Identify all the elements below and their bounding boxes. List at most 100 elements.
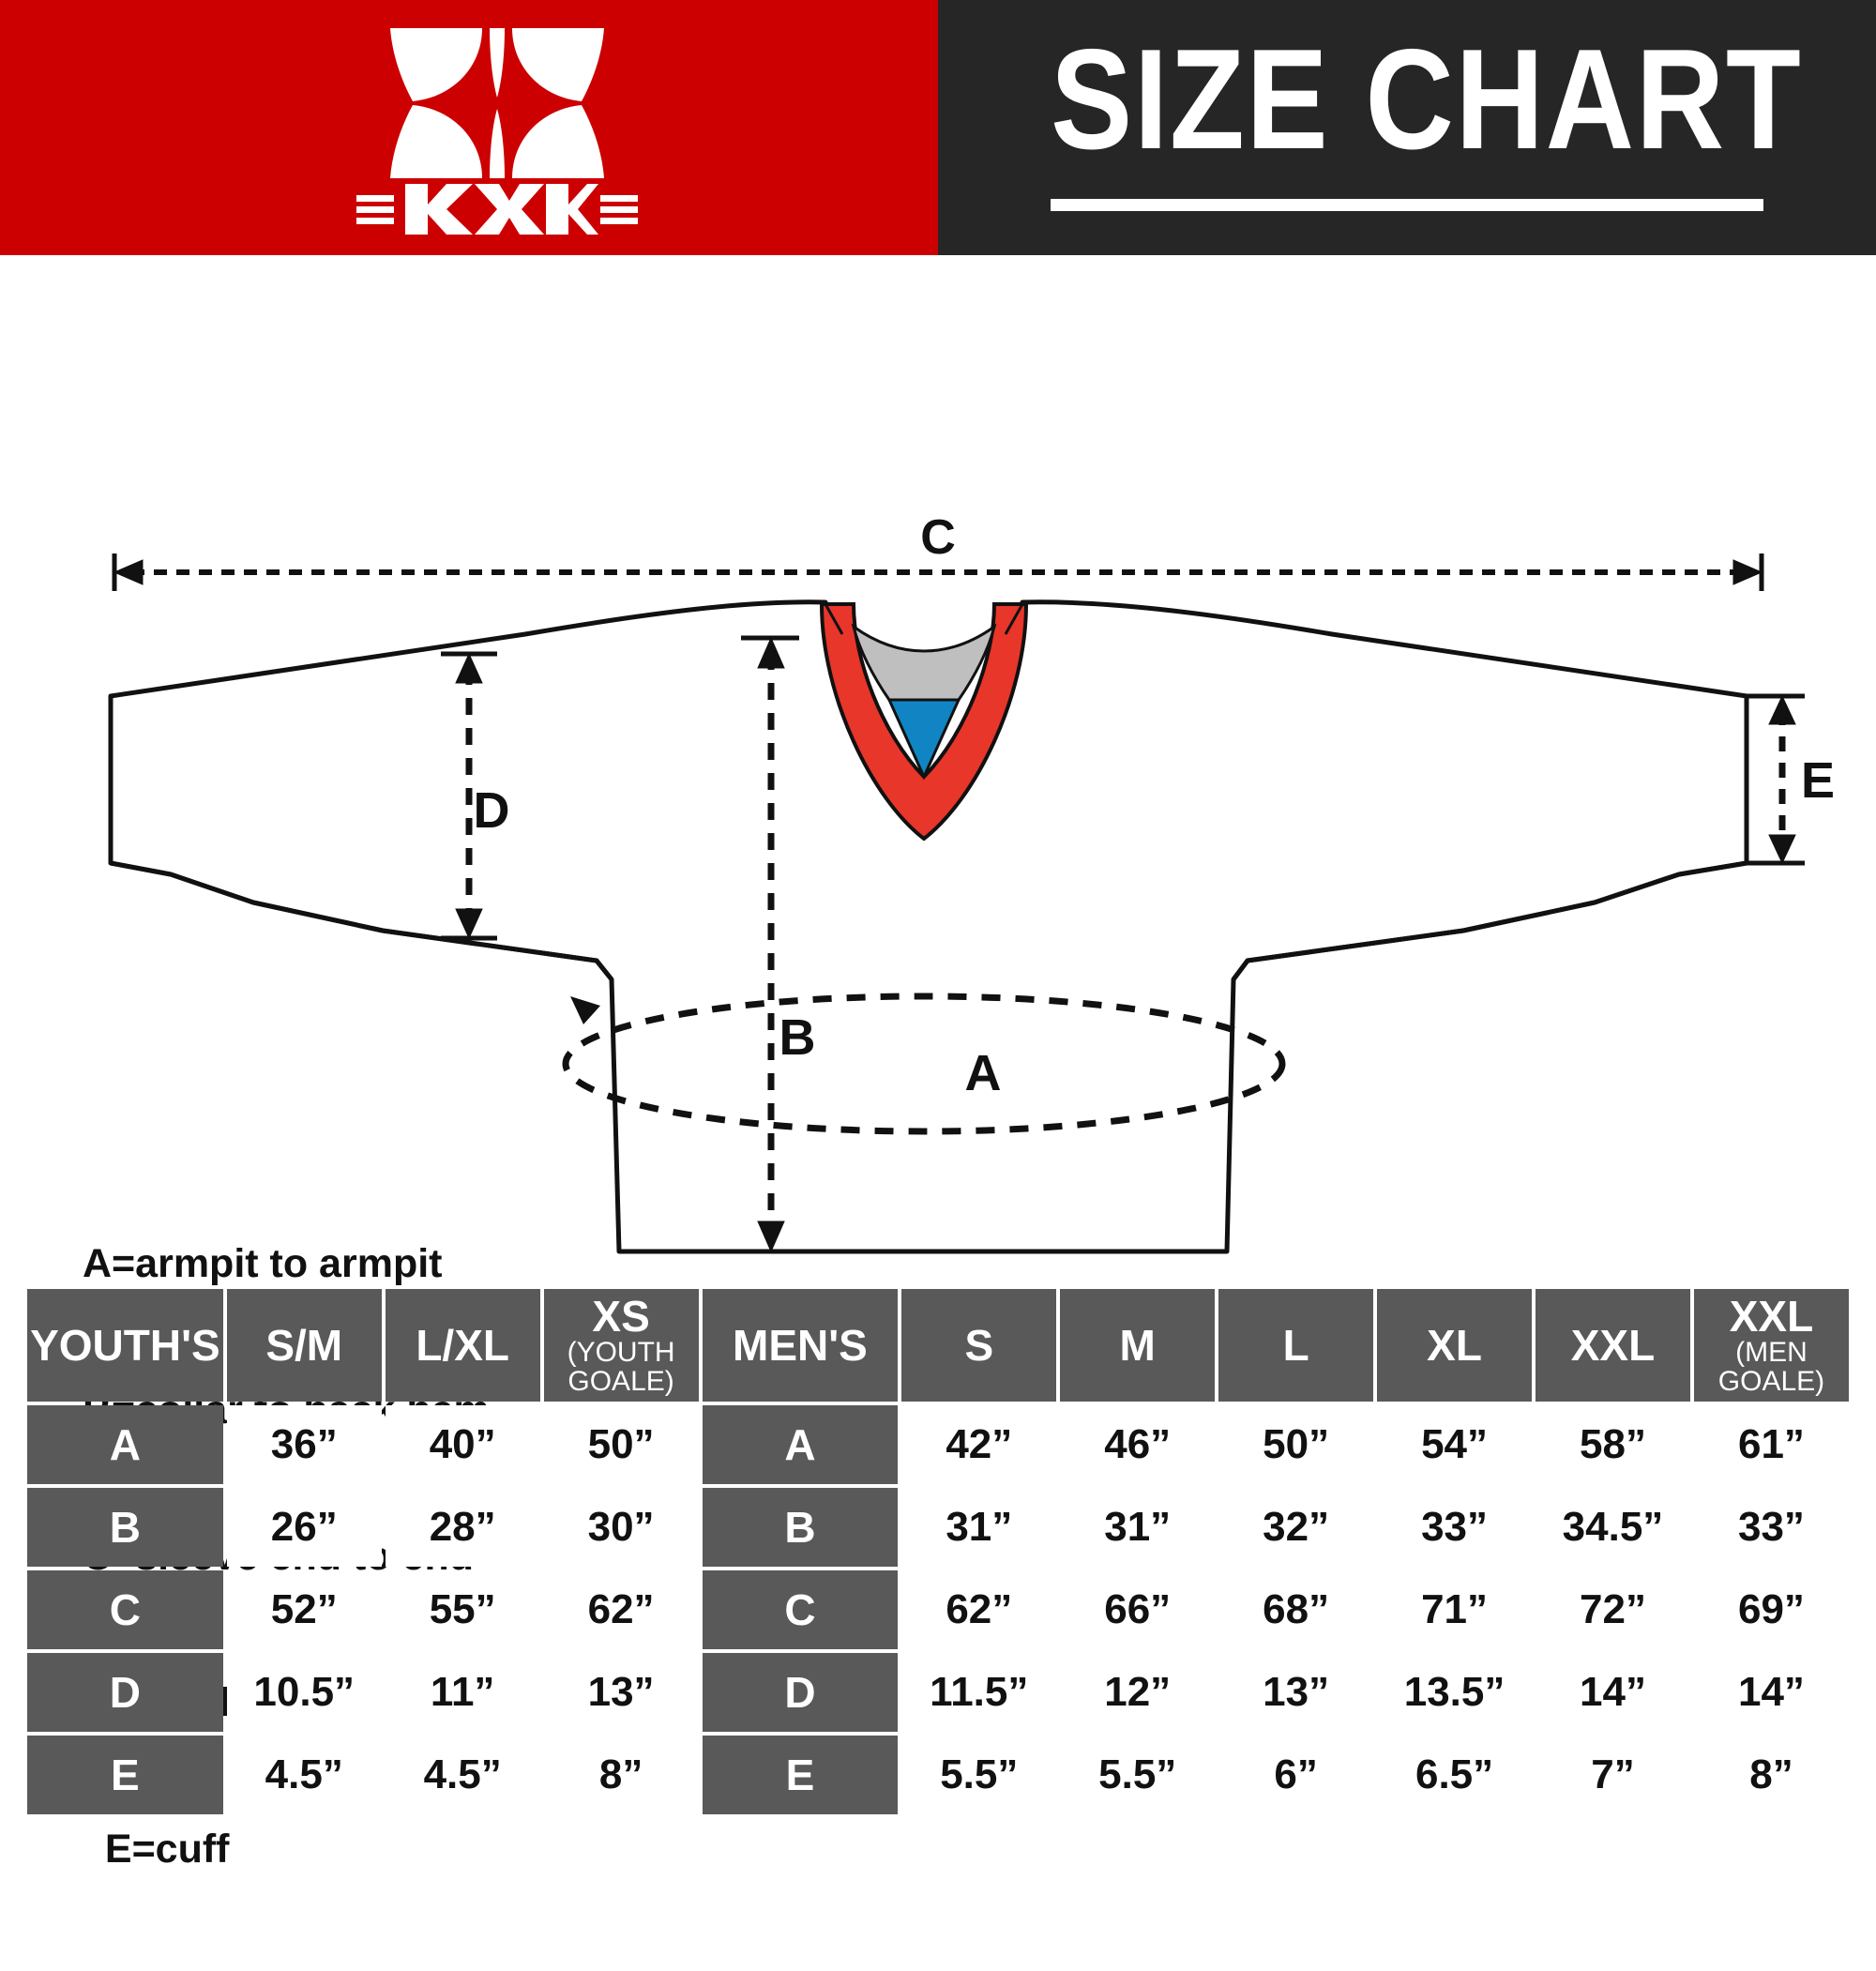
collar-seam-left [824, 603, 844, 635]
cell-mens-d-xxlg: 14” [1693, 1653, 1849, 1732]
brand-panel [0, 0, 938, 255]
header-youth-lxl: L/XL [385, 1289, 540, 1402]
page-header: SIZE CHART [0, 0, 1876, 255]
cell-mens-a-s: 42” [901, 1405, 1057, 1484]
legend-line-a: A=armpit to armpit [83, 1241, 443, 1286]
cell-youth-d-xs: 13” [543, 1653, 699, 1732]
header-youth-xs-sub: (YOUTH GOALE) [567, 1336, 675, 1397]
table-row: B 26” 28” 30” B 31” 31” 32” 33” 34.5” 33… [27, 1488, 1849, 1567]
cell-mens-d-xl: 13.5” [1377, 1653, 1533, 1732]
row-label-mens-b: B [702, 1488, 899, 1567]
cell-youth-b-sm: 26” [226, 1488, 382, 1567]
dimension-b [741, 635, 799, 1254]
row-label-mens-c: C [702, 1570, 899, 1649]
cell-youth-a-lxl: 40” [385, 1405, 540, 1484]
cell-mens-c-s: 62” [901, 1570, 1057, 1649]
cell-mens-a-l: 50” [1218, 1405, 1374, 1484]
cell-youth-a-xs: 50” [543, 1405, 699, 1484]
cell-youth-d-sm: 10.5” [226, 1653, 382, 1732]
kxk-emblem-icon [390, 28, 604, 178]
size-table: YOUTH'S S/M L/XL XS (YOUTH GOALE) MEN'S … [23, 1285, 1853, 1818]
dimension-a-label: A [965, 1045, 1002, 1101]
jersey-sleeve-left-seam [110, 860, 613, 981]
row-label-mens-a: A [702, 1405, 899, 1484]
cell-youth-c-lxl: 55” [385, 1570, 540, 1649]
header-youth-group: YOUTH'S [27, 1289, 223, 1402]
cell-mens-a-xl: 54” [1377, 1405, 1533, 1484]
dimension-a-ellipse [562, 993, 1286, 1135]
row-label-youth-b: B [27, 1488, 223, 1567]
cell-mens-e-s: 5.5” [901, 1736, 1057, 1814]
cell-mens-a-xxl: 58” [1536, 1405, 1690, 1484]
dimension-c-label: C [920, 510, 956, 565]
cell-mens-c-xl: 71” [1377, 1570, 1533, 1649]
header-mens-m: M [1060, 1289, 1216, 1402]
cell-mens-d-s: 11.5” [901, 1653, 1057, 1732]
cell-mens-b-xl: 33” [1377, 1488, 1533, 1567]
cell-youth-d-lxl: 11” [385, 1653, 540, 1732]
cell-youth-b-xs: 30” [543, 1488, 699, 1567]
row-label-youth-a: A [27, 1405, 223, 1484]
dimension-a-arrowhead [570, 996, 600, 1024]
cell-youth-e-sm: 4.5” [226, 1736, 382, 1814]
header-mens-s: S [901, 1289, 1057, 1402]
cell-mens-b-m: 31” [1060, 1488, 1216, 1567]
cell-youth-e-lxl: 4.5” [385, 1736, 540, 1814]
page-title: SIZE CHART [1051, 20, 1803, 179]
cell-mens-c-l: 68” [1218, 1570, 1374, 1649]
jersey-diagram: C D [0, 255, 1876, 1872]
jersey-sleeve-right-seam [1232, 860, 1747, 981]
header-mens-xxl: XXL [1536, 1289, 1690, 1402]
row-label-youth-c: C [27, 1570, 223, 1649]
cell-mens-c-m: 66” [1060, 1570, 1216, 1649]
cell-mens-e-m: 5.5” [1060, 1736, 1216, 1814]
table-row: E 4.5” 4.5” 8” E 5.5” 5.5” 6” 6.5” 7” 8” [27, 1736, 1849, 1814]
cell-mens-d-l: 13” [1218, 1653, 1374, 1732]
header-mens-xxl-main: XXL [1729, 1291, 1814, 1341]
cell-youth-b-lxl: 28” [385, 1488, 540, 1567]
dimension-c [112, 553, 1764, 591]
cell-mens-e-xxl: 7” [1536, 1736, 1690, 1814]
collar-trim [819, 602, 1029, 841]
row-label-mens-d: D [702, 1653, 899, 1732]
header-mens-xl: XL [1377, 1289, 1533, 1402]
cell-mens-c-xxlg: 69” [1693, 1570, 1849, 1649]
cell-youth-c-xs: 62” [543, 1570, 699, 1649]
cell-mens-b-xxlg: 33” [1693, 1488, 1849, 1567]
collar-accent-triangle [886, 698, 961, 781]
cell-mens-d-xxl: 14” [1536, 1653, 1690, 1732]
cell-youth-e-xs: 8” [543, 1736, 699, 1814]
cell-mens-c-xxl: 72” [1536, 1570, 1690, 1649]
dimension-b-label: B [779, 1009, 816, 1066]
cell-youth-a-sm: 36” [226, 1405, 382, 1484]
table-row: A 36” 40” 50” A 42” 46” 50” 54” 58” 61” [27, 1405, 1849, 1484]
row-label-mens-e: E [702, 1736, 899, 1814]
cell-mens-b-l: 32” [1218, 1488, 1374, 1567]
row-label-youth-d: D [27, 1653, 223, 1732]
cell-mens-d-m: 12” [1060, 1653, 1216, 1732]
title-panel: SIZE CHART [938, 0, 1876, 255]
size-table-container: YOUTH'S S/M L/XL XS (YOUTH GOALE) MEN'S … [23, 1285, 1853, 1818]
kxk-logo [356, 19, 638, 236]
cell-mens-e-xxlg: 8” [1693, 1736, 1849, 1814]
header-mens-xxl-sub: (MEN GOALE) [1717, 1336, 1825, 1397]
header-youth-xs-goalie: XS (YOUTH GOALE) [543, 1289, 699, 1402]
cell-mens-e-xl: 6.5” [1377, 1736, 1533, 1814]
jersey-illustration: C D [108, 510, 1835, 1254]
cell-mens-e-l: 6” [1218, 1736, 1374, 1814]
header-mens-xxl-goalie: XXL (MEN GOALE) [1693, 1289, 1849, 1402]
header-mens-l: L [1218, 1289, 1374, 1402]
legend-line-e: E=cuff [83, 1827, 230, 1872]
dimension-e [1747, 693, 1805, 866]
header-mens-group: MEN'S [702, 1289, 899, 1402]
header-youth-xs-main: XS [592, 1291, 650, 1341]
kxk-wordmark-icon [356, 184, 638, 235]
cell-mens-a-xxlg: 61” [1693, 1405, 1849, 1484]
table-row: C 52” 55” 62” C 62” 66” 68” 71” 72” 69” [27, 1570, 1849, 1649]
collar-seam-right [1004, 603, 1024, 635]
dimension-d-label: D [474, 782, 510, 839]
title-underline [1051, 199, 1763, 211]
cell-youth-c-sm: 52” [226, 1570, 382, 1649]
row-label-youth-e: E [27, 1736, 223, 1814]
cell-mens-b-s: 31” [901, 1488, 1057, 1567]
